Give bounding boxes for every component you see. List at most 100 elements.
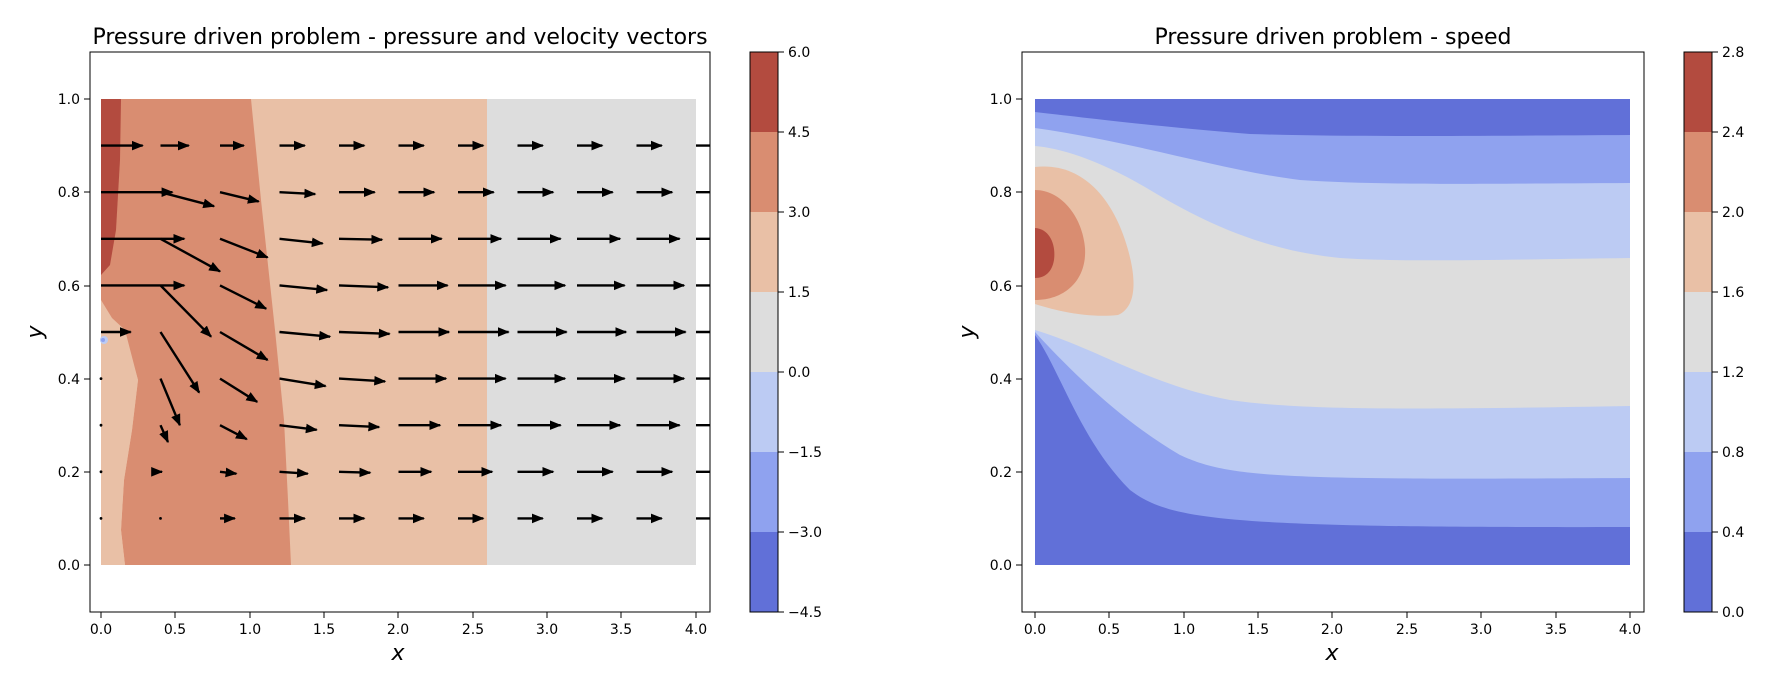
- velocity-arrow: [219, 467, 238, 478]
- cbar2-label: 2.8: [1722, 45, 1744, 61]
- cbar1-band: [750, 132, 778, 212]
- c1-xtick-label: 0.0: [90, 622, 112, 638]
- cbar1-label: 4.5: [788, 125, 810, 141]
- c2-ytick-label: 0.0: [990, 558, 1012, 574]
- chart1-y-axis: 0.0 0.2 0.4 0.6 0.8 1.0: [58, 92, 90, 574]
- cbar2-label: 2.4: [1722, 125, 1744, 141]
- c1-xtick-label: 2.0: [387, 622, 409, 638]
- chart1-y-label: y: [23, 325, 48, 340]
- c1-ytick-label: 0.8: [58, 185, 80, 201]
- cbar1-frame: [749, 51, 779, 613]
- chart1-title: Pressure driven problem - pressure and v…: [92, 25, 707, 50]
- cbar2-label: 0.0: [1722, 605, 1744, 621]
- chart2-x-label: x: [1324, 641, 1339, 666]
- pressure-region-inlet-blob: [101, 300, 138, 565]
- velocity-arrow: [99, 517, 103, 520]
- chart2-title: Pressure driven problem - speed: [1155, 25, 1512, 50]
- cbar1-label: −4.5: [788, 605, 822, 621]
- chart2-x-axis: 0.0 0.5 1.0 1.5 2.0 2.5 3.0 3.5 4.0: [1024, 612, 1641, 638]
- cbar1-label: 3.0: [788, 205, 810, 221]
- chart1-x-label: x: [390, 641, 405, 666]
- cbar2-label: 0.4: [1722, 525, 1744, 541]
- c1-xtick-label: 1.5: [313, 622, 335, 638]
- cbar2-band: [1684, 52, 1712, 132]
- c1-xtick-label: 3.0: [536, 622, 558, 638]
- c1-ytick-label: 1.0: [58, 92, 80, 108]
- chart2-axes-frame: [1021, 51, 1645, 613]
- cbar1-label: 6.0: [788, 45, 810, 61]
- cbar2-label: 1.6: [1722, 285, 1744, 301]
- pressure-velocity-chart: Pressure driven problem - pressure and v…: [23, 25, 822, 666]
- c1-ytick-label: 0.0: [58, 558, 80, 574]
- cbar1-band: [750, 532, 778, 612]
- c2-ytick-label: 0.6: [990, 279, 1012, 295]
- velocity-arrow: [159, 517, 162, 520]
- c1-ytick-label: 0.2: [58, 465, 80, 481]
- velocity-arrow: [279, 377, 327, 390]
- velocity-arrow: [219, 284, 268, 310]
- velocity-arrow: [219, 237, 269, 259]
- speed-band-bottom-0-0.4: [1035, 335, 1630, 565]
- velocity-arrow: [338, 328, 391, 339]
- c2-xtick-label: 2.0: [1321, 622, 1343, 638]
- c1-xtick-label: 1.0: [239, 622, 261, 638]
- cbar2-label: 1.2: [1722, 365, 1744, 381]
- cbar1-label: 0.0: [788, 365, 810, 381]
- velocity-arrow: [159, 284, 212, 338]
- chart1-x-axis: 0.0 0.5 1.0 1.5 2.0 2.5 3.0 3.5 4.0: [90, 612, 707, 638]
- c2-ytick-label: 0.4: [990, 372, 1012, 388]
- velocity-arrow: [159, 424, 170, 444]
- velocity-arrow: [279, 423, 318, 434]
- pressure-region-3-4.5: [101, 99, 291, 565]
- velocity-arrow: [159, 237, 222, 273]
- velocity-arrow: [160, 191, 216, 209]
- cbar2-label: 2.0: [1722, 205, 1744, 221]
- c2-xtick-label: 3.5: [1545, 622, 1567, 638]
- chart1-axes-frame: [89, 51, 711, 613]
- velocity-arrow: [99, 377, 103, 380]
- c2-xtick-label: 1.0: [1173, 622, 1195, 638]
- velocity-arrow: [279, 468, 309, 478]
- cbar2-band: [1684, 292, 1712, 372]
- cbar1-band: [750, 52, 778, 132]
- cbar1-band: [750, 452, 778, 532]
- speed-band-2.4-2.8: [1035, 228, 1055, 278]
- c1-ytick-label: 0.6: [58, 279, 80, 295]
- c2-xtick-label: 4.0: [1619, 622, 1641, 638]
- velocity-arrow: [219, 191, 260, 204]
- chart2-y-axis: 0.0 0.2 0.4 0.6 0.8 1.0: [990, 92, 1022, 574]
- pressure-speck-core: [101, 338, 105, 342]
- velocity-arrow: [219, 424, 248, 441]
- c1-xtick-label: 3.5: [610, 622, 632, 638]
- velocity-arrow: [219, 330, 269, 361]
- c2-xtick-label: 3.0: [1470, 622, 1492, 638]
- c2-ytick-label: 1.0: [990, 92, 1012, 108]
- cbar1-band: [750, 292, 778, 372]
- velocity-arrow: [338, 467, 372, 478]
- c1-xtick-label: 2.5: [462, 622, 484, 638]
- velocity-arrow: [279, 330, 332, 341]
- velocity-arrow: [338, 234, 384, 245]
- c2-xtick-label: 2.5: [1396, 622, 1418, 638]
- speed-band-top-0-0.4: [1035, 99, 1630, 136]
- velocity-arrow: [279, 188, 317, 199]
- velocity-arrow: [99, 470, 103, 474]
- cbar2-label: 0.8: [1722, 445, 1744, 461]
- chart2-y-label: y: [955, 325, 980, 340]
- c2-ytick-label: 0.8: [990, 185, 1012, 201]
- c2-xtick-label: 0.0: [1024, 622, 1046, 638]
- velocity-arrow: [279, 237, 324, 248]
- cbar2-band: [1684, 132, 1712, 212]
- c2-xtick-label: 1.5: [1247, 622, 1269, 638]
- velocity-arrow: [219, 377, 259, 403]
- c1-xtick-label: 0.5: [164, 622, 186, 638]
- chart2-colorbar: 0.0 0.4 0.8 1.2 1.6 2.0 2.4 2.8: [1683, 45, 1744, 621]
- velocity-arrow: [279, 284, 329, 294]
- cbar2-band: [1684, 452, 1712, 532]
- velocity-vectors: [99, 140, 710, 524]
- pressure-region-4.5-6: [101, 99, 121, 275]
- speed-band-bottom-0.4-0.8: [1035, 332, 1630, 565]
- cbar2-band: [1684, 212, 1712, 292]
- cbar2-band: [1684, 372, 1712, 452]
